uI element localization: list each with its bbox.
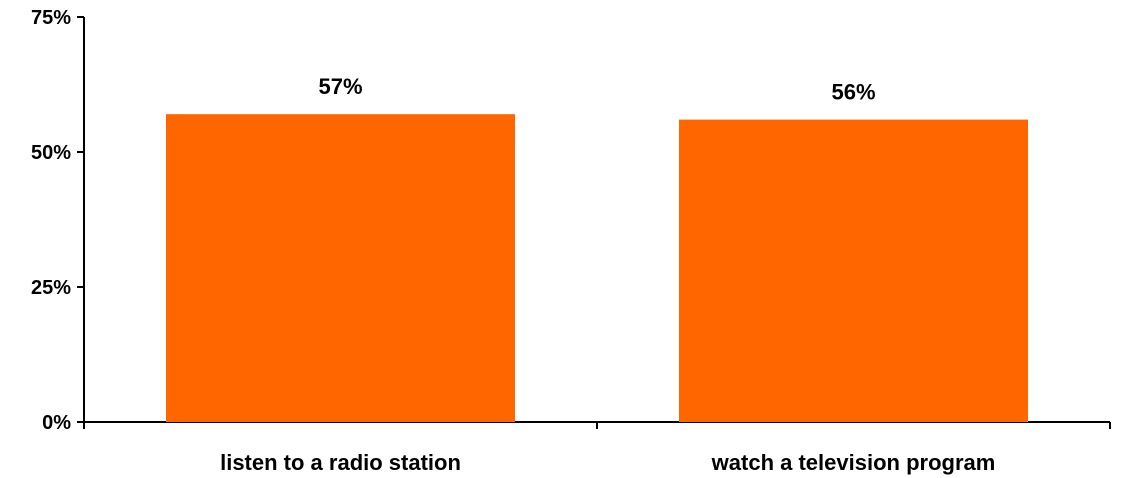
y-tick-label: 50% (31, 142, 71, 164)
bar (679, 119, 1028, 422)
data-label: 57% (318, 74, 362, 99)
y-tick-label: 25% (31, 277, 71, 299)
bar (166, 114, 515, 422)
data-label: 56% (831, 80, 875, 105)
x-tick-label: listen to a radio station (220, 450, 461, 475)
y-tick-label: 0% (42, 412, 71, 434)
y-tick-label: 75% (31, 7, 71, 29)
x-tick-label: watch a television program (711, 450, 996, 475)
